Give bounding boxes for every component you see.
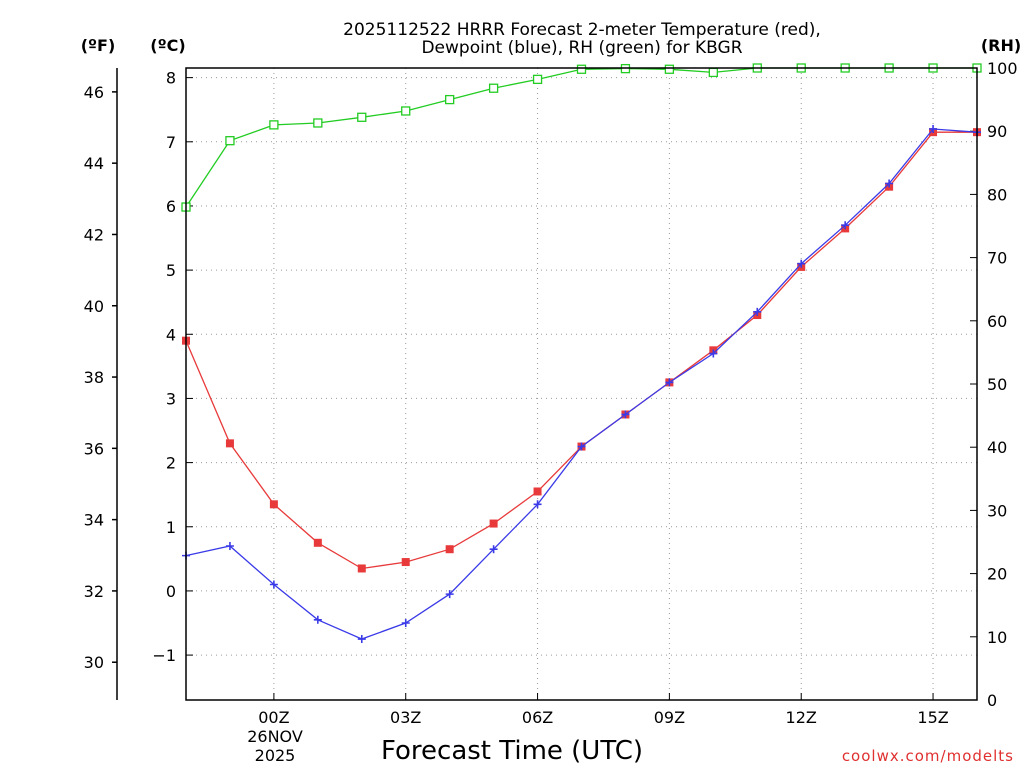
series-lines <box>181 63 982 644</box>
dewpoint-point <box>269 580 278 589</box>
dewpoint-point <box>929 124 938 133</box>
dewpoint-point <box>577 442 586 451</box>
celsius-tick-label: 2 <box>166 454 176 473</box>
rh-tick-label: 0 <box>987 691 997 710</box>
rh-tick-label: 80 <box>987 185 1007 204</box>
celsius-tick-label: 3 <box>166 389 176 408</box>
fahrenheit-tick-label: 40 <box>84 297 104 316</box>
relative-humidity-line <box>185 67 977 208</box>
relative-humidity-point <box>357 112 367 122</box>
dewpoint-point <box>621 410 630 419</box>
celsius-tick-label: 6 <box>166 197 176 216</box>
celsius-tick-label: 0 <box>166 582 176 601</box>
axis-ticks: −101234567830323436384042444601020304050… <box>84 59 1018 727</box>
rh-tick-label: 10 <box>987 628 1007 647</box>
x-tick-label: 12Z <box>786 708 817 727</box>
temperature-point <box>533 487 542 496</box>
dewpoint-point <box>489 545 498 554</box>
relative-humidity-point <box>664 64 675 74</box>
dewpoint-point <box>401 619 410 628</box>
relative-humidity-point <box>401 106 411 116</box>
x-tick-label: 15Z <box>917 708 948 727</box>
celsius-tick-label: 4 <box>166 325 176 344</box>
relative-humidity-point <box>708 67 718 78</box>
dewpoint-point <box>753 307 762 316</box>
relative-humidity-point <box>445 94 455 105</box>
chart-title: 2025112522 HRRR Forecast 2-meter Tempera… <box>343 20 821 40</box>
rh-tick-label: 40 <box>987 438 1007 457</box>
x-tick-label: 03Z <box>390 708 421 727</box>
date-label-year: 2025 <box>255 746 296 765</box>
fahrenheit-tick-label: 36 <box>84 439 104 458</box>
plot-frame <box>185 67 978 701</box>
rh-tick-label: 90 <box>987 122 1007 141</box>
temperature-point <box>269 500 278 509</box>
rh-tick-label: 20 <box>987 565 1007 584</box>
fahrenheit-tick-label: 42 <box>84 225 104 244</box>
temperature-point <box>489 519 498 528</box>
chart-subtitle: Dewpoint (blue), RH (green) for KBGR <box>421 38 742 58</box>
watermark: coolwx.com/modelts <box>842 747 1014 765</box>
temperature-point <box>313 538 322 547</box>
celsius-unit-label: (ºC) <box>150 36 185 55</box>
relative-humidity-point <box>532 74 543 85</box>
temperature-point <box>445 545 454 554</box>
temperature-line <box>185 131 977 570</box>
relative-humidity-point <box>313 118 323 128</box>
rh-unit-label: (RH) <box>981 36 1021 55</box>
rh-tick-label: 30 <box>987 501 1007 520</box>
celsius-tick-label: 5 <box>166 261 176 280</box>
fahrenheit-tick-label: 34 <box>84 511 104 530</box>
rh-tick-label: 100 <box>987 59 1018 78</box>
fahrenheit-unit-label: (ºF) <box>81 36 116 55</box>
celsius-tick-label: 8 <box>166 69 176 88</box>
temperature-point <box>357 564 366 573</box>
dewpoint-point <box>841 221 850 230</box>
x-axis-label: Forecast Time (UTC) <box>381 736 643 766</box>
fahrenheit-tick-label: 32 <box>84 582 104 601</box>
x-tick-label: 00Z <box>258 708 289 727</box>
relative-humidity-point <box>576 64 587 74</box>
temperature-point <box>225 439 234 448</box>
x-tick-label: 09Z <box>654 708 685 727</box>
relative-humidity-point <box>488 83 499 93</box>
relative-humidity-point <box>269 120 279 130</box>
celsius-tick-label: 7 <box>166 133 176 152</box>
x-tick-label: 06Z <box>522 708 553 727</box>
rh-tick-label: 50 <box>987 375 1007 394</box>
dewpoint-point <box>885 179 894 188</box>
grid-lines <box>186 68 977 700</box>
temperature-point <box>401 558 410 567</box>
dewpoint-point <box>665 378 674 387</box>
dewpoint-point <box>709 349 718 358</box>
dewpoint-point <box>533 500 542 509</box>
rh-tick-label: 70 <box>987 249 1007 268</box>
dewpoint-point <box>357 635 366 644</box>
dewpoint-point <box>445 590 454 599</box>
date-label-day: 26NOV <box>247 727 303 746</box>
fahrenheit-tick-label: 38 <box>84 368 104 387</box>
dewpoint-point <box>797 259 806 268</box>
dewpoint-point <box>313 615 322 624</box>
relative-humidity-point <box>225 136 235 146</box>
dewpoint-point <box>225 542 234 551</box>
celsius-tick-label: −1 <box>152 646 176 665</box>
fahrenheit-tick-label: 46 <box>84 83 104 102</box>
fahrenheit-tick-label: 30 <box>84 653 104 672</box>
celsius-tick-label: 1 <box>166 518 176 537</box>
rh-tick-label: 60 <box>987 312 1007 331</box>
fahrenheit-tick-label: 44 <box>84 154 104 173</box>
